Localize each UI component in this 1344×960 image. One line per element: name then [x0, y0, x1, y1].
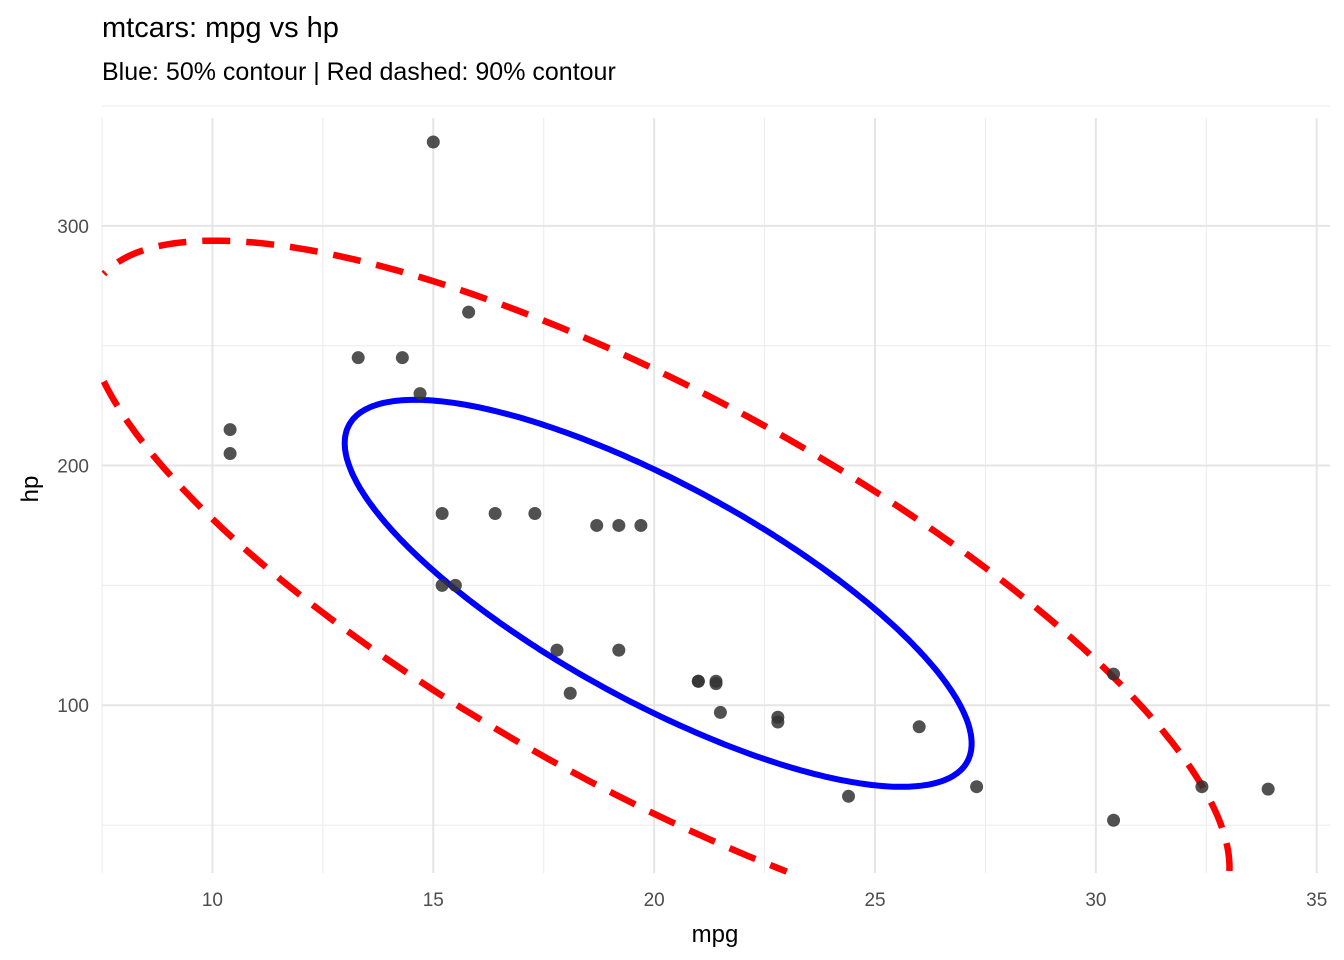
data-point	[550, 643, 564, 657]
data-point	[912, 720, 926, 734]
data-point	[713, 705, 727, 719]
data-point	[395, 351, 409, 365]
data-point	[435, 506, 449, 520]
data-point	[1261, 782, 1275, 796]
contour-layer	[100, 237, 1233, 875]
chart-title: mtcars: mpg vs hp	[102, 12, 339, 44]
data-point	[634, 518, 648, 532]
points-layer	[223, 135, 1275, 827]
data-point	[970, 780, 984, 794]
x-tick-label: 15	[423, 890, 444, 911]
x-tick-label: 30	[1085, 890, 1106, 911]
x-tick-labels: 10 15 20 25 30 35	[202, 890, 1327, 911]
x-tick-label: 25	[864, 890, 885, 911]
data-point	[612, 643, 626, 657]
x-tick-label: 10	[202, 890, 223, 911]
data-point	[1195, 780, 1209, 794]
data-point	[771, 710, 785, 724]
data-point	[413, 387, 427, 401]
data-point	[1107, 813, 1121, 827]
major-gridlines	[102, 118, 1330, 873]
data-point	[709, 677, 723, 691]
x-axis-title: mpg	[692, 921, 739, 948]
data-point	[351, 351, 365, 365]
data-point	[448, 578, 462, 592]
y-tick-label: 300	[57, 217, 89, 238]
contour-50-line	[341, 396, 975, 790]
data-point	[842, 789, 856, 803]
data-point	[462, 305, 476, 319]
contour-90-line	[100, 380, 788, 875]
data-point	[1107, 667, 1121, 681]
data-point	[223, 447, 237, 461]
x-tick-label: 20	[644, 890, 665, 911]
data-point	[612, 518, 626, 532]
data-point	[223, 423, 237, 437]
data-point	[435, 578, 449, 592]
x-tick-label: 35	[1306, 890, 1327, 911]
data-point	[590, 518, 604, 532]
data-point	[488, 506, 502, 520]
y-tick-labels: 100 200 300	[57, 217, 89, 717]
y-axis-title: hp	[17, 476, 44, 503]
data-point	[426, 135, 440, 149]
contour-90-line	[101, 237, 1233, 871]
chart-subtitle: Blue: 50% contour | Red dashed: 90% cont…	[102, 58, 616, 86]
data-point	[563, 686, 577, 700]
data-point	[528, 506, 542, 520]
y-tick-label: 100	[57, 696, 89, 717]
y-tick-label: 200	[57, 457, 89, 478]
minor-gridlines	[101, 105, 1330, 873]
data-point	[691, 674, 705, 688]
